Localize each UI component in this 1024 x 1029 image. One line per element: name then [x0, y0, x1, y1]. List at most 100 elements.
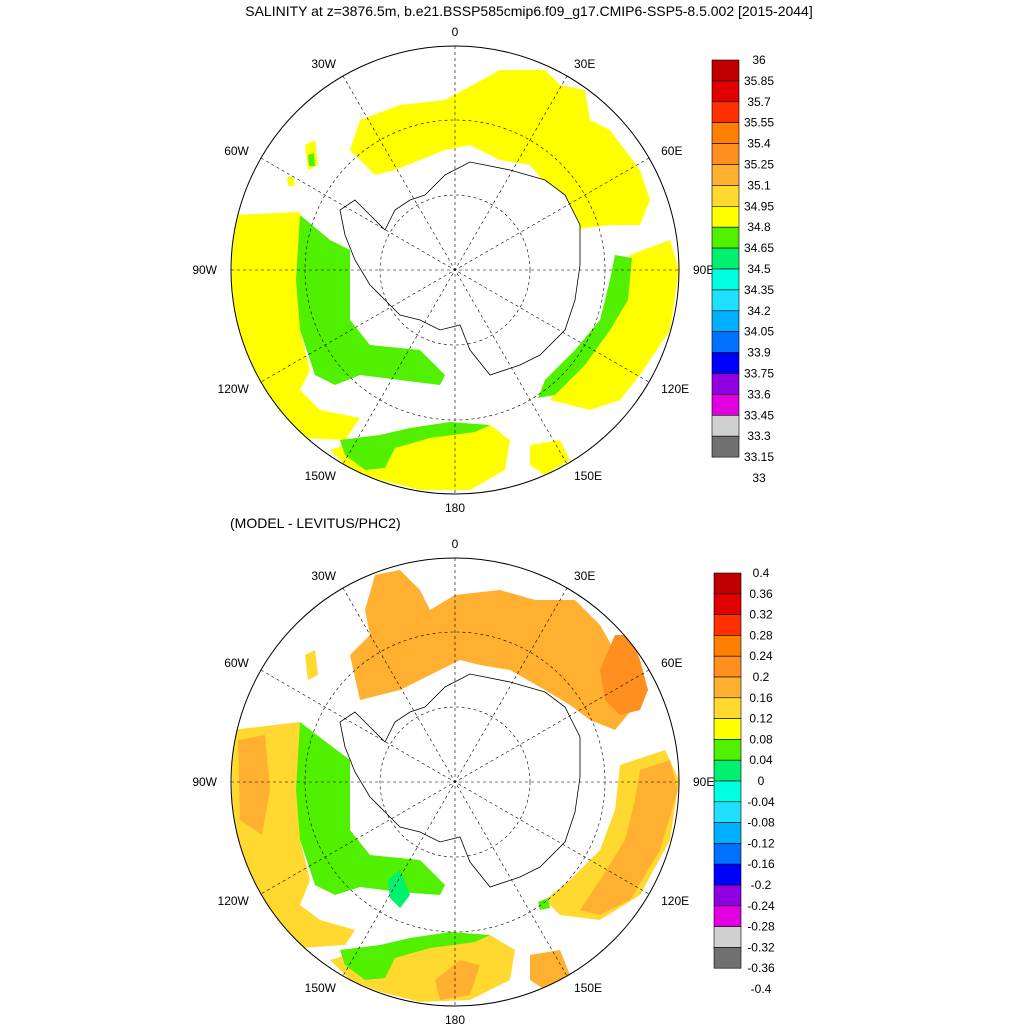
- colorbar-label: 0.2: [753, 670, 770, 684]
- colorbar-label: 0: [758, 774, 765, 788]
- colorbar-label: 36: [752, 53, 766, 67]
- colorbar-swatch: [711, 143, 740, 165]
- colorbar-swatch: [713, 863, 742, 886]
- colorbar-swatch: [713, 697, 742, 719]
- longitude-label: 150W: [305, 469, 337, 483]
- colorbar-swatch: [713, 572, 742, 595]
- colorbar-swatch: [713, 884, 742, 907]
- colorbar-swatch: [711, 435, 740, 458]
- longitude-label: 0: [452, 25, 459, 39]
- colorbar-swatch: [713, 905, 742, 927]
- salinity-map: 0 30E 60E 90E 120E 150E 180 150W 120W 90W 60W 30W: [192, 25, 714, 515]
- colorbar-label: -0.24: [747, 899, 775, 913]
- longitude-label: 30W: [311, 569, 336, 583]
- longitude-label: 180: [445, 1013, 465, 1024]
- colorbar-swatch: [713, 947, 742, 969]
- colorbar-swatch: [711, 268, 740, 291]
- difference-region: [580, 760, 678, 915]
- colorbar-label: 33.75: [744, 367, 774, 381]
- colorbar-swatch: [711, 206, 740, 228]
- colorbar-swatch: [713, 759, 742, 782]
- colorbar-label: -0.36: [747, 961, 775, 975]
- colorbar-label: 35.7: [747, 95, 771, 109]
- longitude-label: 90E: [693, 775, 714, 789]
- colorbar-swatch: [713, 926, 742, 948]
- colorbar-swatch: [713, 843, 742, 865]
- salinity-region: [340, 422, 490, 470]
- colorbar-label: -0.28: [747, 920, 775, 934]
- colorbar-label: 34.8: [747, 220, 771, 234]
- colorbar-swatch: [711, 414, 740, 437]
- colorbar-swatch: [713, 593, 742, 615]
- colorbar-label: 33.15: [744, 450, 774, 464]
- colorbar-label: 35.1: [747, 178, 771, 192]
- longitude-label: 60W: [224, 656, 249, 670]
- difference-map: 0 30E 60E 90E 120E 150E 180 150W 120W 90W 60W 30W: [192, 537, 714, 1027]
- colorbar-label: 0.16: [749, 691, 773, 705]
- longitude-label: 120W: [218, 382, 250, 396]
- colorbar-label: -0.32: [747, 940, 775, 954]
- colorbar-label: 0.08: [749, 732, 773, 746]
- colorbar-label: 0.12: [749, 712, 773, 726]
- colorbar-label: 34.35: [744, 283, 774, 297]
- difference-region: [340, 932, 490, 980]
- colorbar-swatch: [711, 122, 740, 144]
- longitude-label: 120E: [661, 382, 689, 396]
- longitude-labels: 0 30E 60E 90E 120E 150E 180 150W 120W 90W 60W 30W: [192, 25, 714, 515]
- colorbar-swatch: [713, 655, 742, 678]
- colorbar-swatch: [713, 718, 742, 740]
- colorbar-label: 34.05: [744, 325, 774, 339]
- difference-title: (MODEL - LEVITUS/PHC2): [230, 515, 401, 531]
- colorbar-label: 35.4: [747, 137, 771, 151]
- colorbar-swatch: [713, 780, 742, 803]
- difference-region: [296, 722, 445, 895]
- colorbar-label: 33.3: [747, 429, 771, 443]
- longitude-label: 120E: [661, 894, 689, 908]
- colorbar-label: 34.2: [747, 304, 771, 318]
- colorbar-label: 0.36: [749, 587, 773, 601]
- longitude-label: 30W: [311, 57, 336, 71]
- colorbar-swatch: [711, 185, 740, 207]
- longitude-label: 180: [445, 501, 465, 515]
- colorbar-swatch: [711, 226, 740, 249]
- colorbar-label: -0.12: [747, 836, 775, 850]
- salinity-region: [538, 255, 632, 398]
- salinity-region: [308, 153, 315, 166]
- colorbar-swatch: [713, 635, 742, 657]
- colorbar-swatch: [711, 373, 740, 395]
- colorbar-swatch: [713, 676, 742, 699]
- colorbar-swatch: [711, 331, 740, 353]
- colorbar-label: -0.08: [747, 816, 775, 830]
- salinity-colorbar: 36 35.85 35.7 35.55 35.4 35.25 35.1 34.95 34.8 34…: [711, 53, 774, 485]
- colorbar-swatch: [711, 352, 740, 374]
- salinity-region: [530, 440, 570, 475]
- colorbar-label: 0.32: [749, 608, 773, 622]
- longitude-label: 30E: [574, 57, 595, 71]
- difference-region: [238, 735, 270, 835]
- longitude-label: 90E: [693, 263, 714, 277]
- longitude-label: 60W: [224, 144, 249, 158]
- difference-region: [305, 650, 318, 680]
- colorbar-label: 34.5: [747, 262, 771, 276]
- colorbar-label: 33.45: [744, 408, 774, 422]
- salinity-region: [296, 215, 445, 385]
- colorbar-swatch: [711, 394, 740, 416]
- colorbar-swatch: [711, 289, 740, 312]
- colorbar-swatch: [711, 164, 740, 186]
- difference-region: [600, 635, 648, 715]
- colorbar-label: -0.2: [751, 878, 772, 892]
- colorbar-swatch: [713, 614, 742, 636]
- colorbar-label: -0.16: [747, 857, 775, 871]
- colorbar-label: -0.04: [747, 795, 775, 809]
- longitude-label: 150W: [305, 981, 337, 995]
- difference-region: [435, 960, 480, 1000]
- longitude-label: 60E: [661, 656, 682, 670]
- colorbar-swatch: [711, 101, 740, 124]
- salinity-region: [287, 176, 295, 186]
- colorbar-label: 34.95: [744, 199, 774, 213]
- longitude-label: 150E: [574, 981, 602, 995]
- difference-region: [538, 898, 550, 910]
- colorbar-swatch: [713, 739, 742, 761]
